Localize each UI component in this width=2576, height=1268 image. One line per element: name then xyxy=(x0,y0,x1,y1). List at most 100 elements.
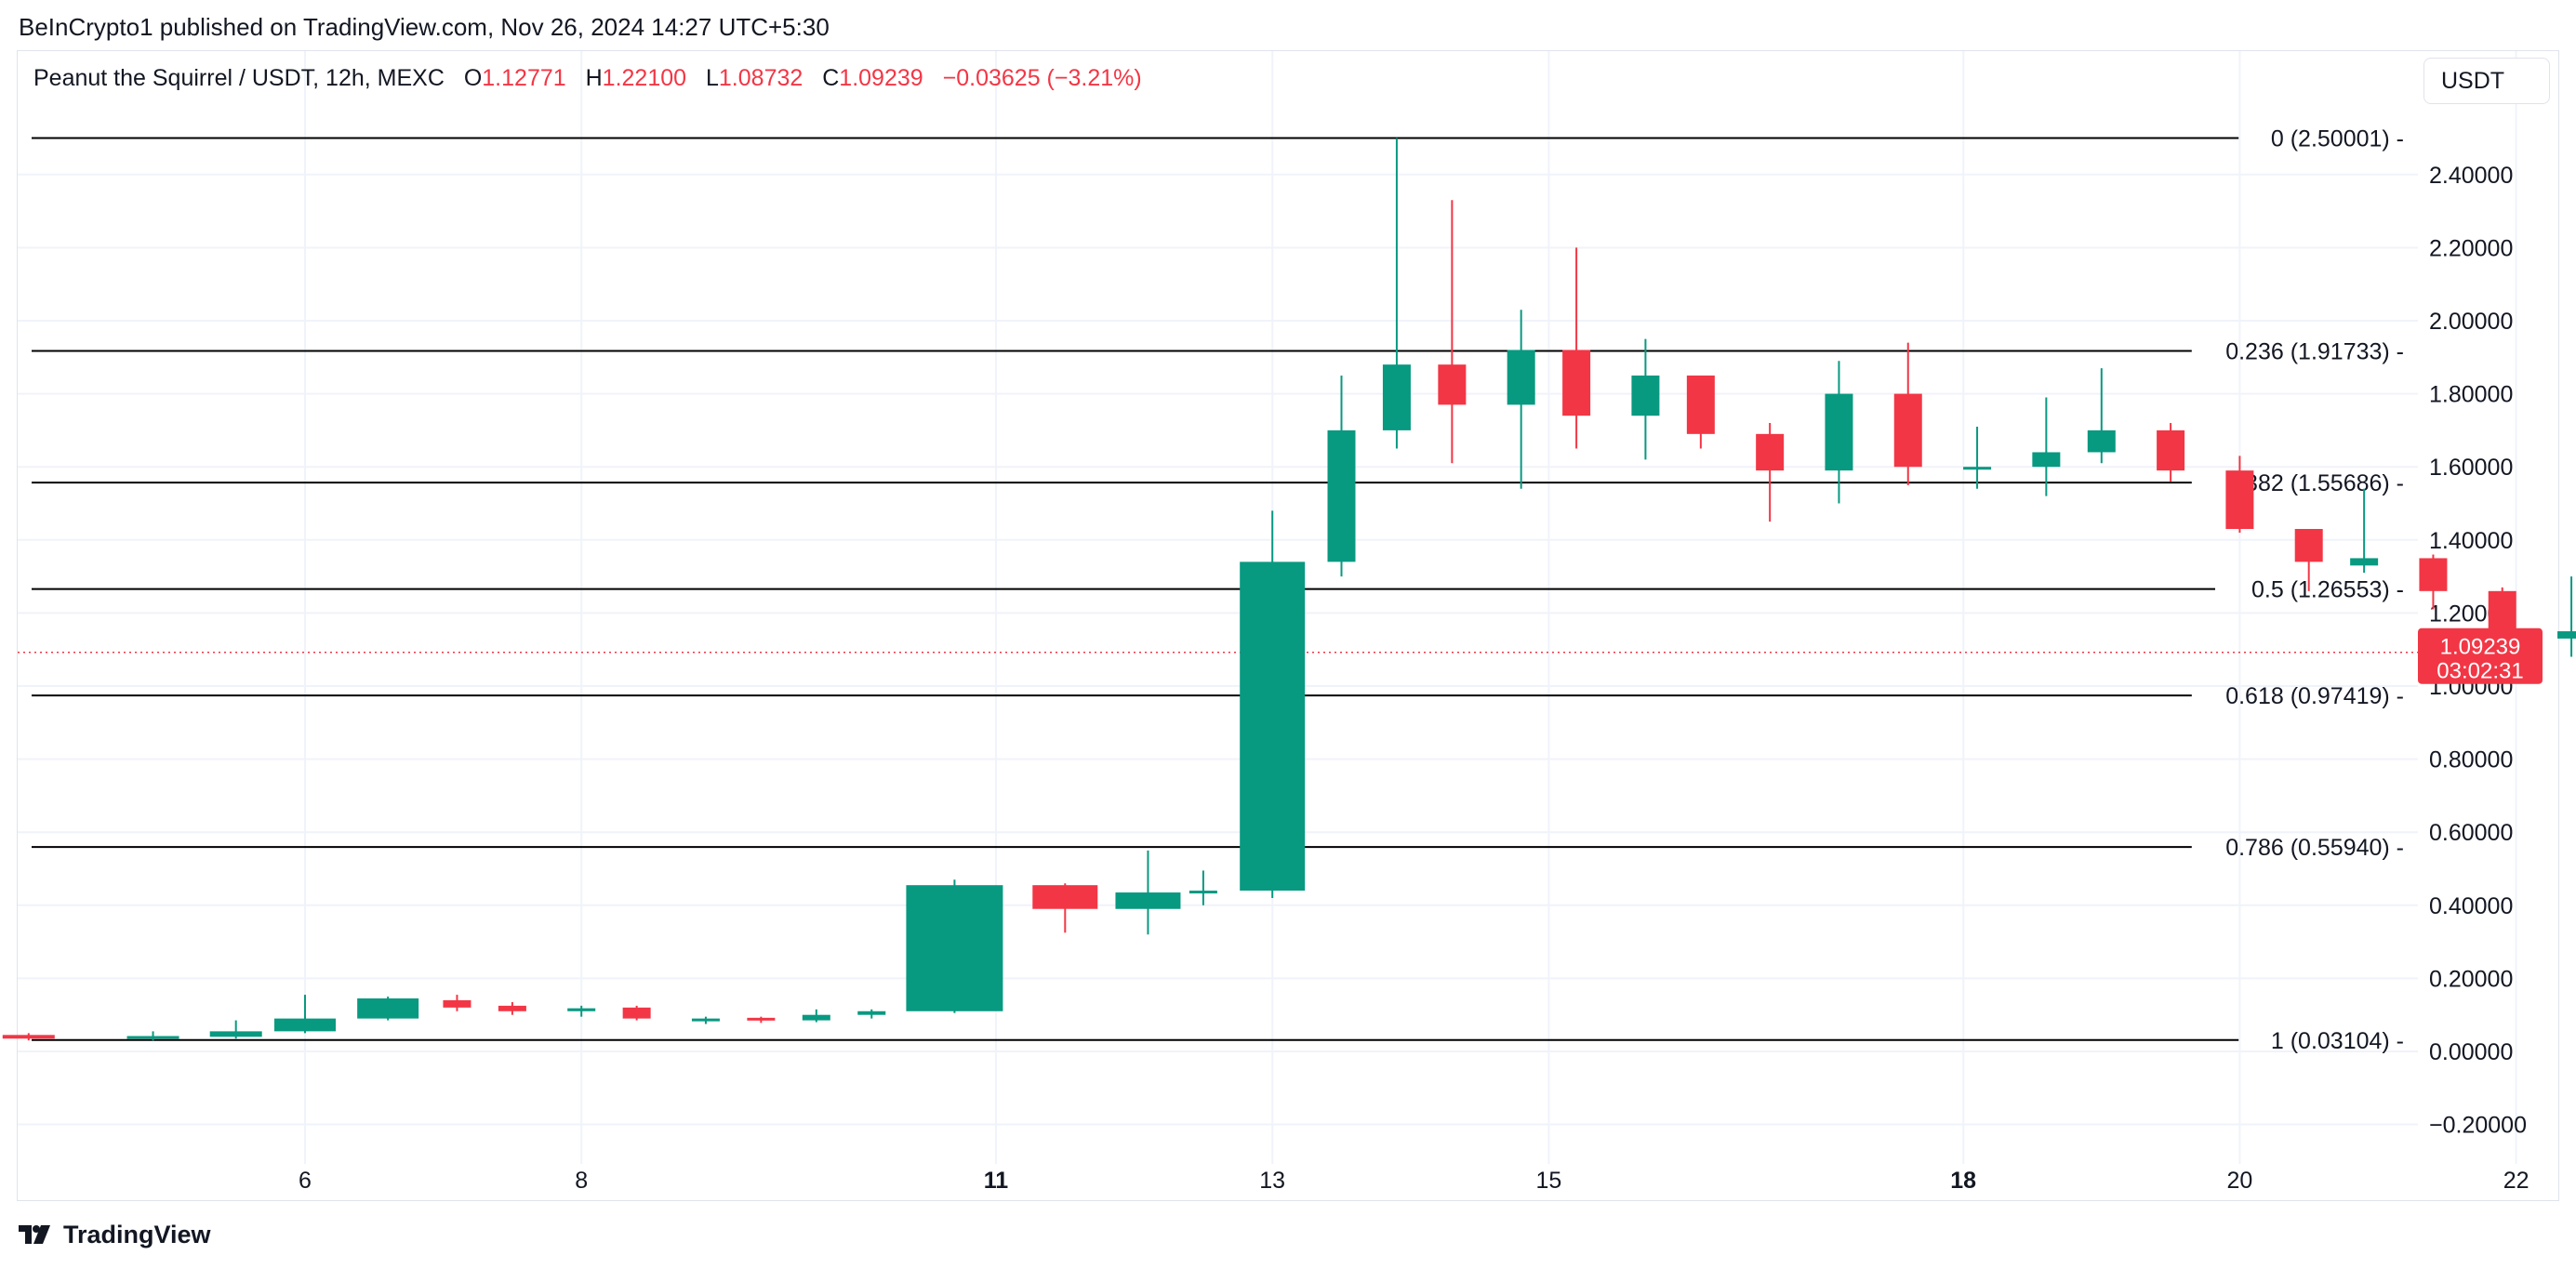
candle-body xyxy=(802,1014,830,1021)
candle-up[interactable] xyxy=(802,1009,830,1023)
last-price-value: 1.09239 xyxy=(2440,635,2521,660)
high-value: 1.22100 xyxy=(602,65,687,91)
candle-down[interactable] xyxy=(2294,529,2323,591)
candle-up[interactable] xyxy=(126,1031,179,1041)
y-tick-label: 1.80000 xyxy=(2429,382,2513,408)
candle-up[interactable] xyxy=(906,879,1003,1013)
y-tick-label: 2.40000 xyxy=(2429,163,2513,189)
candle-body xyxy=(622,1007,651,1019)
y-tick-label: 1.60000 xyxy=(2429,455,2513,481)
candle-up[interactable] xyxy=(1115,850,1181,935)
candle-down[interactable] xyxy=(622,1005,651,1021)
candle-down[interactable] xyxy=(2419,554,2448,610)
candle-body xyxy=(2294,529,2323,562)
candle-body xyxy=(1188,891,1217,894)
change-value: −0.03625 (−3.21%) xyxy=(942,65,1142,91)
fib-level-label: 0.236 (1.91733) - xyxy=(2225,338,2404,364)
x-axis: 68111315182022252729 xyxy=(299,1168,2530,1194)
publish-info: BeInCrypto1 published on TradingView.com… xyxy=(19,13,830,41)
candle-up[interactable] xyxy=(209,1020,262,1039)
x-tick-label: 22 xyxy=(2503,1168,2530,1194)
candle-down[interactable] xyxy=(2225,456,2254,533)
candle-down[interactable] xyxy=(1686,375,1715,449)
candle-up[interactable] xyxy=(1240,510,1306,898)
y-tick-label: 0.20000 xyxy=(2429,966,2513,992)
last-price-badge-bg xyxy=(2418,627,2543,684)
candle-body xyxy=(357,998,419,1019)
x-tick-label: 6 xyxy=(299,1168,312,1194)
candle-up[interactable] xyxy=(357,997,419,1021)
candle-body xyxy=(906,885,1003,1011)
currency-button[interactable]: USDT xyxy=(2423,58,2550,104)
fib-retracement[interactable]: 0 (2.50001) - 0.236 (1.91733) - 0.382 (1.5… xyxy=(32,125,2404,1054)
candle-down[interactable] xyxy=(1893,342,1922,485)
candle-body xyxy=(2,1035,55,1039)
candle-body xyxy=(2419,558,2448,591)
candle-up[interactable] xyxy=(1188,870,1217,905)
candle-body xyxy=(274,1018,336,1032)
candle-body xyxy=(747,1017,776,1021)
candle-up[interactable] xyxy=(691,1016,720,1024)
candle-up[interactable] xyxy=(274,995,336,1034)
candle-up[interactable] xyxy=(857,1009,886,1019)
fib-level-label: 0.618 (0.97419) - xyxy=(2225,683,2404,709)
candle-up[interactable] xyxy=(1507,310,1535,489)
x-tick-label: 15 xyxy=(1535,1168,1561,1194)
fib-level-label: 0.382 (1.55686) - xyxy=(2225,470,2404,496)
low-label: L xyxy=(706,65,719,91)
candle-up[interactable] xyxy=(567,1005,596,1017)
fib-level-label: 1 (0.03104) - xyxy=(2271,1028,2404,1054)
open-value: 1.12771 xyxy=(482,65,566,91)
candle-down[interactable] xyxy=(1438,200,1467,464)
close-label: C xyxy=(822,65,840,91)
candle-up[interactable] xyxy=(1963,426,1992,489)
candle-body xyxy=(443,999,471,1008)
tradingview-branding[interactable]: TradingView xyxy=(19,1218,211,1251)
candle-body xyxy=(1631,375,1660,416)
ohlc-legend: Peanut the Squirrel / USDT, 12h, MEXC O1… xyxy=(33,65,1142,92)
candle-body xyxy=(1240,561,1306,892)
candle-up[interactable] xyxy=(1382,138,1411,449)
y-tick-label: 0.00000 xyxy=(2429,1039,2513,1065)
candle-down[interactable] xyxy=(2157,423,2185,482)
candle-up[interactable] xyxy=(2087,368,2116,464)
candle-up[interactable] xyxy=(1825,361,1853,504)
candle-body xyxy=(1507,350,1535,405)
candle-down[interactable] xyxy=(747,1016,776,1024)
candle-up[interactable] xyxy=(2350,488,2379,574)
candle-body xyxy=(1382,364,1411,430)
tradingview-brand-text: TradingView xyxy=(63,1220,211,1248)
candle-down[interactable] xyxy=(498,1001,526,1015)
candle-body xyxy=(1115,892,1181,909)
y-tick-label: 2.00000 xyxy=(2429,309,2513,335)
candle-up[interactable] xyxy=(1631,338,1660,460)
candle-body xyxy=(2032,452,2061,468)
candle-body xyxy=(567,1008,596,1011)
y-tick-label: 0.60000 xyxy=(2429,820,2513,846)
candle-body xyxy=(1756,433,1785,471)
candle-body xyxy=(1686,375,1715,434)
candle-down[interactable] xyxy=(1032,883,1098,933)
candle-body xyxy=(126,1036,179,1039)
candle-down[interactable] xyxy=(1562,247,1591,449)
candle-up[interactable] xyxy=(2557,576,2576,657)
candle-body xyxy=(1327,429,1356,562)
fib-level-label: 0 (2.50001) - xyxy=(2271,125,2404,152)
close-value: 1.09239 xyxy=(839,65,923,91)
candle-up[interactable] xyxy=(1327,375,1356,577)
symbol-label[interactable]: Peanut the Squirrel / USDT, 12h, MEXC xyxy=(33,65,445,91)
candle-up[interactable] xyxy=(2032,397,2061,496)
x-tick-label: 20 xyxy=(2226,1168,2252,1194)
open-label: O xyxy=(463,65,483,91)
candle-body xyxy=(498,1005,526,1011)
candle-body xyxy=(1562,350,1591,416)
candle-down[interactable] xyxy=(2,1033,55,1041)
candle-down[interactable] xyxy=(443,995,471,1011)
candle-body xyxy=(857,1010,886,1015)
y-tick-label: 2.20000 xyxy=(2429,235,2513,261)
candle-down[interactable] xyxy=(1756,423,1785,522)
candle-body xyxy=(2350,558,2379,566)
